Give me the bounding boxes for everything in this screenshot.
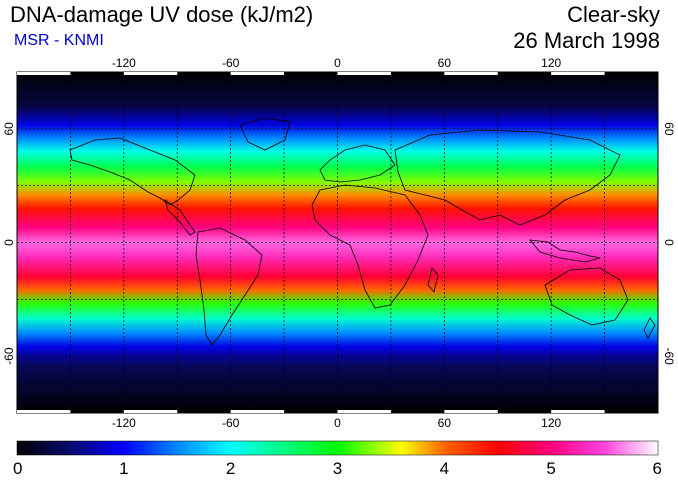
colorbar-tick-label: 4 — [440, 459, 449, 478]
map-plot-area — [17, 72, 658, 413]
graticule — [17, 72, 658, 413]
coastline-africa — [311, 184, 429, 309]
frame-mark — [337, 410, 391, 413]
frame-mark — [230, 72, 285, 75]
map-title: DNA-damage UV dose (kJ/m2) — [10, 2, 314, 27]
colorbar-tick-label: 3 — [333, 459, 342, 478]
frame-mark — [230, 410, 285, 413]
frame-mark — [17, 410, 71, 413]
coastline-central-america — [164, 199, 196, 236]
axis-labels: -120 -120 -60 -60 0 0 60 60 120 120 60 60 0 0 -60 -60 — [2, 56, 676, 430]
lon-tick-label-bottom: 60 — [438, 416, 452, 430]
frame-mark — [17, 72, 71, 75]
colorbar-tick-label: 0 — [13, 459, 22, 478]
frame-mark — [444, 72, 498, 75]
lon-tick-label-bottom: -60 — [222, 416, 240, 430]
coastline-europe — [319, 144, 396, 183]
colorbar — [16, 440, 659, 456]
coastline-greenland — [239, 117, 291, 151]
coastline-australia — [544, 267, 629, 326]
lon-tick-label-top: -120 — [112, 56, 136, 70]
lat-tick-label-left: 0 — [2, 239, 16, 246]
frame-mark — [551, 72, 605, 75]
frame-mark — [551, 410, 605, 413]
frame-mark — [123, 72, 178, 75]
lon-tick-label-top: -60 — [222, 56, 240, 70]
lon-tick-label-bottom: -120 — [112, 416, 136, 430]
colorbar-tick-label: 6 — [653, 459, 662, 478]
coastline-asia — [394, 129, 621, 226]
coastlines — [69, 117, 656, 346]
frame-mark — [444, 410, 498, 413]
lon-tick-label-bottom: 0 — [334, 416, 341, 430]
lat-tick-label-left: -60 — [2, 347, 16, 365]
lon-tick-label-top: 60 — [438, 56, 452, 70]
lon-tick-label-top: 120 — [541, 56, 561, 70]
lon-tick-label-top: 0 — [334, 56, 341, 70]
lon-tick-label-bottom: 120 — [541, 416, 561, 430]
frame-marks — [17, 72, 605, 413]
frame-mark — [123, 410, 178, 413]
frame-mark — [337, 72, 391, 75]
coastline-new-zealand — [643, 317, 656, 339]
lat-tick-label-right: 0 — [662, 239, 676, 246]
lat-tick-label-left: 60 — [2, 122, 16, 136]
date-label: 26 March 1998 — [513, 28, 660, 53]
lat-tick-label-right: -60 — [662, 347, 676, 365]
sky-condition-label: Clear-sky — [567, 2, 660, 27]
coastline-madagascar — [427, 267, 439, 293]
colorbar-labels: 0 1 2 3 4 5 6 — [13, 459, 662, 478]
source-label: MSR - KNMI — [14, 32, 104, 49]
colorbar-tick-label: 2 — [226, 459, 235, 478]
coastline-south-america — [195, 227, 263, 346]
colorbar-tick-label: 1 — [119, 459, 128, 478]
lat-tick-label-right: 60 — [662, 122, 676, 136]
coastline-indonesia — [529, 239, 601, 263]
colorbar-tick-label: 5 — [546, 459, 555, 478]
coastline-north-america — [69, 137, 196, 206]
